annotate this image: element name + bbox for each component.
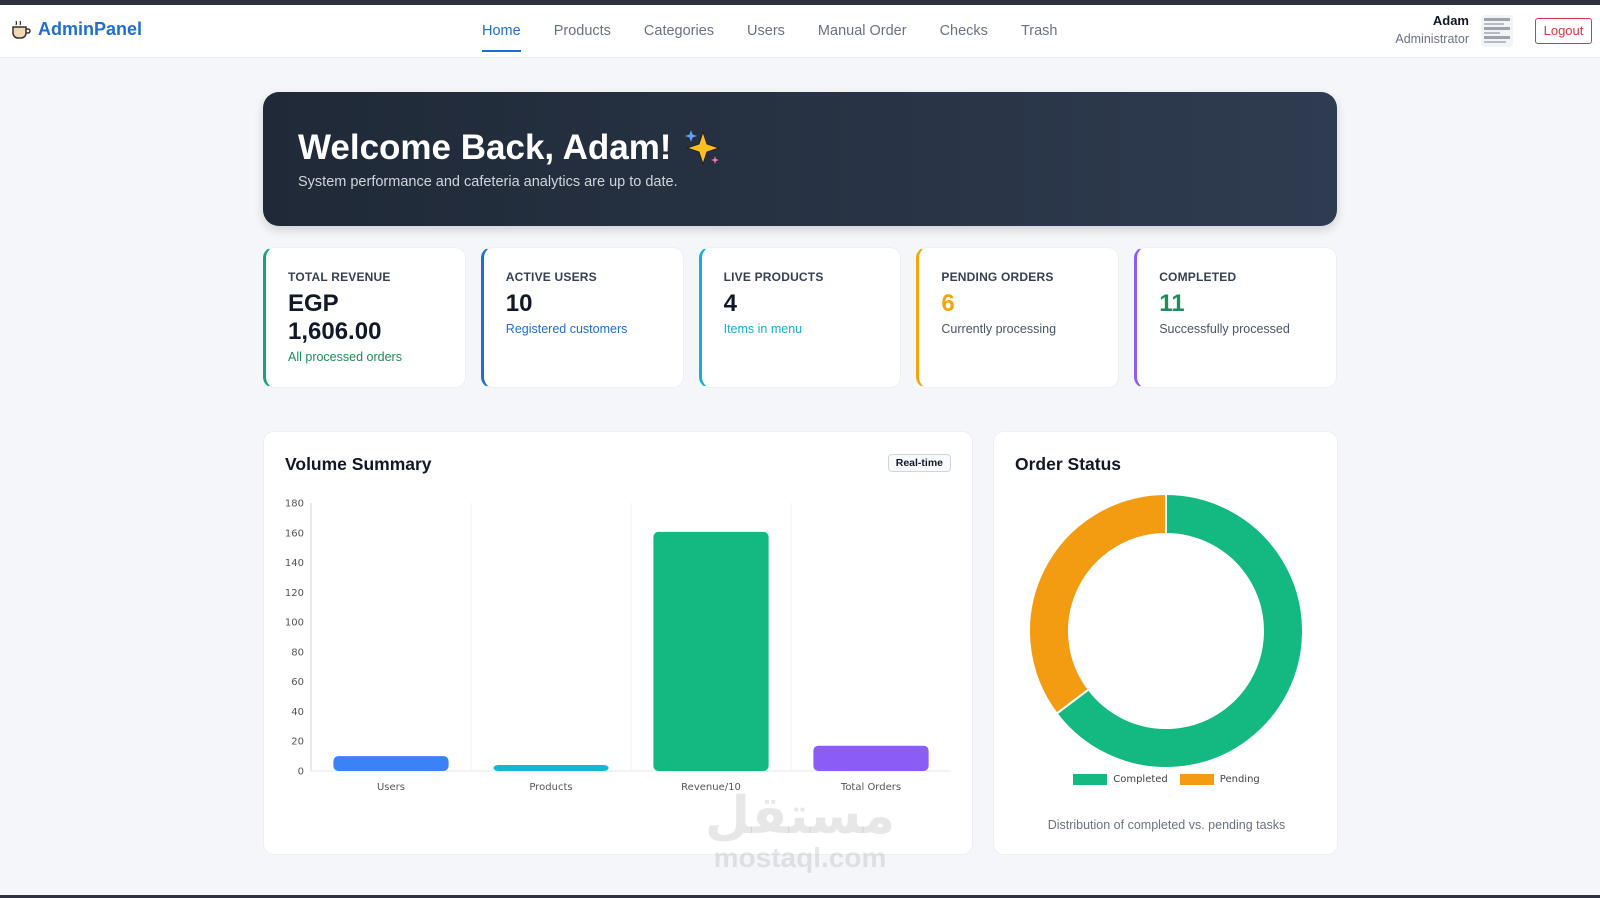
slice-completed[interactable] [1055, 492, 1304, 769]
volume-summary-title: Volume Summary [285, 454, 432, 474]
volume-bar-chart: 0 20 40 60 80 100 120 140 160 180 Users Products Rev… [285, 499, 951, 793]
avatar[interactable] [1481, 15, 1513, 47]
welcome-title: Welcome Back, Adam! [298, 128, 723, 168]
legend-item-pending[interactable]: Pending [1179, 774, 1260, 785]
order-status-panel: Order Status Completed Pending Distributi… [993, 431, 1338, 855]
order-status-title: Order Status [1015, 454, 1121, 474]
stat-card-active-users: Active Users 10 Registered customers [480, 247, 684, 388]
stat-label: Total Revenue [288, 270, 391, 284]
y-tick-label: 160 [285, 528, 304, 539]
stat-label: Active Users [505, 270, 597, 284]
stat-card-live-products: Live Products 4 Items in menu [698, 247, 902, 388]
nav-checks[interactable]: Checks [939, 23, 988, 39]
x-tick-label: Products [529, 782, 572, 793]
y-tick-label: 80 [291, 647, 304, 658]
stat-sub: Successfully processed [1159, 322, 1290, 336]
nav-trash[interactable]: Trash [1020, 23, 1058, 39]
coffee-cup-icon [12, 20, 31, 39]
x-tick-label: Total Orders [840, 782, 901, 793]
nav-manual-order[interactable]: Manual Order [817, 23, 907, 39]
legend-label: Pending [1219, 774, 1260, 785]
user-info: Adam Administrator [1395, 13, 1469, 46]
user-role: Administrator [1395, 32, 1469, 46]
y-tick-label: 120 [285, 588, 304, 599]
brand-logo[interactable]: AdminPanel [10, 19, 142, 40]
y-tick-label: 20 [291, 737, 304, 748]
stat-label: Live Products [723, 270, 824, 284]
legend-swatch [1179, 774, 1214, 785]
y-tick-label: 40 [291, 707, 304, 718]
watermark-arabic: مستقل [704, 786, 896, 846]
watermark: مستقل mostaql.com [700, 790, 900, 874]
stat-value: 6 [941, 290, 955, 317]
window-bottom-strip [0, 895, 1600, 898]
watermark-latin: mostaql.com [713, 842, 887, 873]
legend-swatch [1073, 774, 1108, 785]
main-nav: Home Products Categories Users Manual Or… [482, 5, 1057, 58]
stat-sub: Registered customers [505, 322, 628, 336]
legend-label: Completed [1113, 774, 1168, 785]
stat-label: Pending Orders [941, 270, 1054, 284]
realtime-badge: Real-time [887, 454, 951, 472]
bar-revenue-10[interactable] [653, 531, 769, 771]
stat-sub: Items in menu [723, 322, 803, 336]
bar-total-orders[interactable] [813, 745, 929, 771]
x-tick-label: Users [377, 782, 405, 793]
welcome-title-text: Welcome Back, Adam! [298, 128, 672, 167]
stat-sub: All processed orders [288, 350, 402, 364]
stat-value: 4 [723, 290, 737, 317]
y-tick-label: 60 [291, 677, 304, 688]
order-status-donut-chart [1028, 492, 1304, 769]
bar-users[interactable] [333, 756, 449, 771]
user-name: Adam [1432, 13, 1469, 28]
nav-products[interactable]: Products [553, 23, 611, 39]
nav-users[interactable]: Users [747, 23, 785, 39]
x-tick-label: Revenue/10 [681, 782, 741, 793]
stat-card-pending-orders: Pending Orders 6 Currently processing [916, 247, 1120, 388]
legend-item-completed[interactable]: Completed [1073, 774, 1168, 785]
stat-value: 11 [1159, 290, 1185, 317]
bar-products[interactable] [493, 765, 609, 771]
y-tick-label: 100 [285, 618, 304, 629]
chart-legend: Completed Pending [994, 774, 1339, 785]
y-tick-label: 0 [298, 767, 304, 778]
stats-row: Total Revenue EGP 1,606.00 All processed… [263, 247, 1337, 388]
stat-label: Completed [1159, 270, 1237, 284]
stat-sub: Currently processing [941, 322, 1057, 336]
order-status-caption: Distribution of completed vs. pending ta… [1047, 818, 1286, 832]
stat-card-completed: Completed 11 Successfully processed [1134, 247, 1337, 388]
y-tick-label: 180 [285, 499, 304, 510]
welcome-banner: Welcome Back, Adam! System performance a… [263, 92, 1337, 226]
nav-home[interactable]: Home [482, 5, 521, 58]
volume-summary-panel: Volume Summary Real-time 0 20 40 60 80 100 120… [263, 431, 973, 855]
stat-card-total-revenue: Total Revenue EGP 1,606.00 All processed… [263, 247, 466, 388]
welcome-subtitle: System performance and cafeteria analyti… [298, 174, 678, 190]
window-top-strip [0, 0, 1600, 5]
slice-pending[interactable] [1028, 492, 1167, 715]
y-tick-label: 140 [285, 558, 304, 569]
sparkles-icon [685, 130, 722, 166]
brand-name: AdminPanel [38, 19, 143, 39]
stat-value: EGP 1,606.00 [288, 290, 382, 345]
top-navbar: AdminPanel Home Products Categories User… [0, 5, 1600, 58]
nav-categories[interactable]: Categories [643, 23, 715, 39]
stat-value: 10 [505, 290, 533, 317]
logout-button[interactable]: Logout [1535, 18, 1592, 44]
